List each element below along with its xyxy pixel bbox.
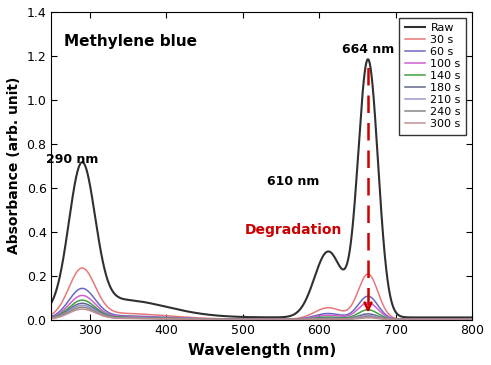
Raw bbox=[436, 315, 441, 320]
300 s bbox=[229, 318, 235, 322]
60 s bbox=[225, 317, 231, 322]
300 s bbox=[49, 316, 55, 321]
300 s bbox=[79, 307, 85, 311]
Text: Methylene blue: Methylene blue bbox=[64, 34, 197, 49]
180 s bbox=[79, 301, 85, 306]
210 s bbox=[354, 315, 360, 319]
60 s bbox=[49, 314, 55, 319]
300 s bbox=[225, 317, 231, 322]
140 s bbox=[436, 317, 441, 322]
30 s bbox=[469, 317, 475, 322]
100 s bbox=[248, 317, 254, 322]
140 s bbox=[456, 317, 462, 322]
180 s bbox=[225, 317, 231, 322]
30 s bbox=[229, 317, 235, 321]
300 s bbox=[354, 316, 360, 321]
30 s bbox=[49, 312, 55, 316]
210 s bbox=[456, 318, 462, 322]
Line: 100 s: 100 s bbox=[52, 295, 472, 319]
Text: 664 nm: 664 nm bbox=[342, 43, 394, 56]
140 s bbox=[248, 317, 254, 322]
140 s bbox=[79, 298, 85, 302]
100 s bbox=[354, 308, 360, 312]
Raw bbox=[228, 314, 234, 319]
240 s bbox=[469, 318, 475, 322]
60 s bbox=[436, 317, 441, 322]
Text: 610 nm: 610 nm bbox=[267, 175, 319, 188]
210 s bbox=[469, 318, 475, 322]
30 s bbox=[225, 317, 231, 321]
140 s bbox=[354, 312, 360, 316]
240 s bbox=[354, 316, 360, 320]
100 s bbox=[436, 317, 441, 322]
300 s bbox=[456, 318, 462, 322]
100 s bbox=[456, 317, 462, 322]
30 s bbox=[354, 291, 360, 296]
Line: 300 s: 300 s bbox=[52, 309, 472, 320]
240 s bbox=[49, 316, 55, 320]
Y-axis label: Absorbance (arb. unit): Absorbance (arb. unit) bbox=[7, 77, 21, 254]
30 s bbox=[456, 317, 462, 322]
180 s bbox=[248, 318, 254, 322]
Raw bbox=[456, 315, 462, 320]
240 s bbox=[225, 317, 231, 322]
Line: 240 s: 240 s bbox=[52, 307, 472, 320]
300 s bbox=[469, 318, 475, 322]
Line: 210 s: 210 s bbox=[52, 305, 472, 320]
30 s bbox=[248, 317, 254, 321]
Raw bbox=[225, 314, 231, 319]
240 s bbox=[456, 318, 462, 322]
X-axis label: Wavelength (nm): Wavelength (nm) bbox=[188, 343, 336, 358]
180 s bbox=[49, 316, 55, 320]
240 s bbox=[79, 305, 85, 310]
180 s bbox=[354, 314, 360, 319]
60 s bbox=[248, 317, 254, 322]
Line: 30 s: 30 s bbox=[52, 268, 472, 319]
100 s bbox=[469, 317, 475, 322]
300 s bbox=[436, 318, 441, 322]
Raw bbox=[354, 169, 360, 174]
Raw bbox=[469, 315, 475, 320]
100 s bbox=[79, 293, 85, 297]
Raw bbox=[365, 57, 371, 61]
210 s bbox=[49, 316, 55, 320]
210 s bbox=[225, 317, 231, 322]
60 s bbox=[469, 317, 475, 322]
Line: 140 s: 140 s bbox=[52, 300, 472, 319]
60 s bbox=[229, 317, 235, 322]
60 s bbox=[79, 286, 85, 291]
Raw bbox=[49, 300, 55, 305]
140 s bbox=[229, 317, 235, 322]
Line: 180 s: 180 s bbox=[52, 303, 472, 320]
240 s bbox=[436, 318, 441, 322]
180 s bbox=[436, 318, 441, 322]
140 s bbox=[469, 317, 475, 322]
210 s bbox=[248, 318, 254, 322]
60 s bbox=[354, 304, 360, 308]
240 s bbox=[229, 317, 235, 322]
Line: Raw: Raw bbox=[52, 59, 472, 318]
Text: Degradation: Degradation bbox=[245, 223, 342, 237]
300 s bbox=[248, 318, 254, 322]
210 s bbox=[229, 317, 235, 322]
Raw bbox=[248, 315, 254, 319]
100 s bbox=[49, 315, 55, 319]
Legend: Raw, 30 s, 60 s, 100 s, 140 s, 180 s, 210 s, 240 s, 300 s: Raw, 30 s, 60 s, 100 s, 140 s, 180 s, 21… bbox=[399, 18, 466, 135]
100 s bbox=[225, 317, 231, 322]
140 s bbox=[225, 317, 231, 322]
180 s bbox=[456, 318, 462, 322]
240 s bbox=[248, 318, 254, 322]
140 s bbox=[49, 315, 55, 320]
180 s bbox=[469, 318, 475, 322]
180 s bbox=[229, 317, 235, 322]
210 s bbox=[79, 303, 85, 307]
210 s bbox=[436, 318, 441, 322]
30 s bbox=[79, 266, 85, 270]
100 s bbox=[229, 317, 235, 322]
Line: 60 s: 60 s bbox=[52, 288, 472, 319]
60 s bbox=[456, 317, 462, 322]
Text: 290 nm: 290 nm bbox=[46, 153, 98, 166]
30 s bbox=[436, 317, 441, 322]
